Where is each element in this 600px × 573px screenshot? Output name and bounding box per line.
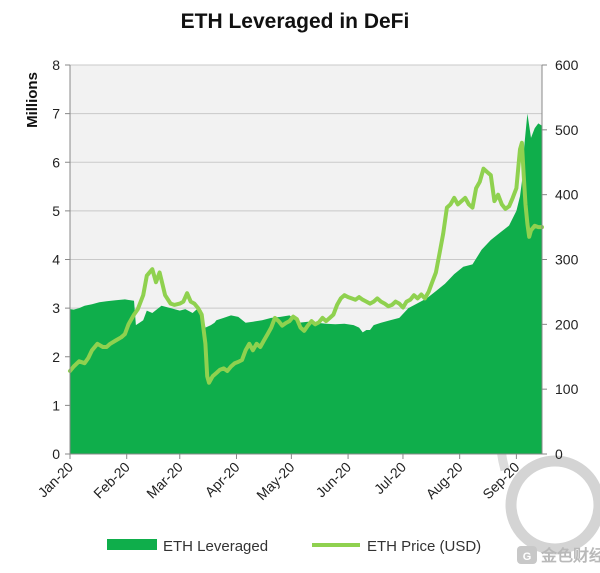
legend: ETH Leveraged ETH Price (USD) xyxy=(107,538,481,555)
golden-finance-logo-icon xyxy=(517,546,537,564)
watermark-logo-glyph: G xyxy=(523,551,532,563)
y-tick-label: 8 xyxy=(52,57,60,73)
y2-tick-label: 200 xyxy=(555,316,579,332)
x-tick-label: Mar-20 xyxy=(143,459,186,502)
y-tick-label: 7 xyxy=(52,106,60,122)
y2-tick-label: 400 xyxy=(555,187,579,203)
y-axis-right-ticks: 0 100 200 300 400 500 600 xyxy=(542,57,579,462)
y-tick-label: 1 xyxy=(52,397,60,413)
x-axis-ticks: Jan-20 Feb-20 Mar-20 Apr-20 May-20 Jun-20 Jul-… xyxy=(35,454,523,503)
x-tick-label: Jun-20 xyxy=(313,459,355,501)
y-tick-label: 5 xyxy=(52,203,60,219)
x-tick-label: Feb-20 xyxy=(90,459,133,502)
x-tick-label: May-20 xyxy=(253,459,297,503)
y2-tick-label: 100 xyxy=(555,381,579,397)
y-axis-label: Millions xyxy=(24,72,41,128)
x-tick-label: Apr-20 xyxy=(202,459,243,500)
eth-leveraged-area xyxy=(70,113,542,454)
y-tick-label: 6 xyxy=(52,154,60,170)
eth-leveraged-series xyxy=(70,113,542,454)
y2-tick-label: 0 xyxy=(555,446,563,462)
x-tick-label: Jul-20 xyxy=(371,459,409,497)
legend-label-eth-price: ETH Price (USD) xyxy=(367,538,481,555)
y2-tick-label: 300 xyxy=(555,252,579,268)
watermark: G 金色财经 xyxy=(517,546,600,565)
y-tick-label: 0 xyxy=(52,446,60,462)
eth-price-series xyxy=(68,140,544,385)
chart-title: ETH Leveraged in DeFi xyxy=(181,10,410,33)
legend-swatch-eth-leveraged xyxy=(107,539,157,550)
x-tick-label: Jan-20 xyxy=(35,459,77,501)
y-tick-label: 2 xyxy=(52,349,60,365)
y2-tick-label: 500 xyxy=(555,122,579,138)
y-tick-label: 4 xyxy=(52,252,60,268)
legend-label-eth-leveraged: ETH Leveraged xyxy=(163,538,268,555)
eth-price-line xyxy=(68,140,544,385)
y2-tick-label: 600 xyxy=(555,57,579,73)
y-axis-left-ticks: 0 1 2 3 4 5 6 7 8 xyxy=(52,57,70,462)
watermark-ring-icon xyxy=(505,455,600,555)
watermark-text: 金色财经 xyxy=(540,546,600,565)
y-tick-label: 3 xyxy=(52,300,60,316)
x-tick-label: Aug-20 xyxy=(423,459,466,502)
